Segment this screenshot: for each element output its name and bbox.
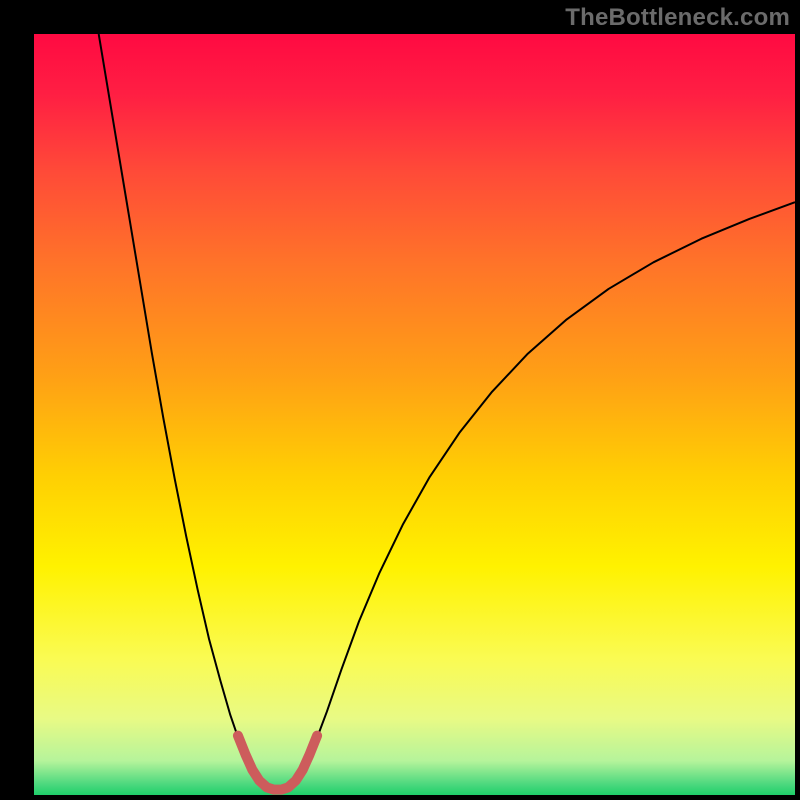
plot-svg: [34, 34, 795, 795]
watermark-text: TheBottleneck.com: [565, 4, 790, 32]
gradient-background: [34, 34, 795, 795]
plot-area: [34, 34, 795, 795]
